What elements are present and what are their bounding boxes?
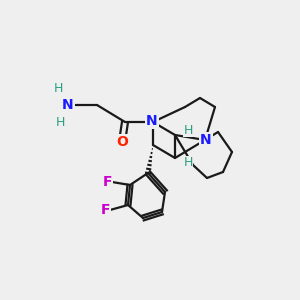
Text: F: F — [103, 175, 113, 189]
Text: N: N — [200, 133, 212, 147]
Text: H: H — [55, 116, 65, 128]
Text: N: N — [146, 114, 158, 128]
Text: H: H — [53, 82, 63, 94]
Text: H: H — [183, 124, 193, 136]
Text: H: H — [183, 157, 193, 169]
Text: F: F — [101, 203, 111, 217]
Text: N: N — [62, 98, 74, 112]
Text: O: O — [116, 135, 128, 149]
